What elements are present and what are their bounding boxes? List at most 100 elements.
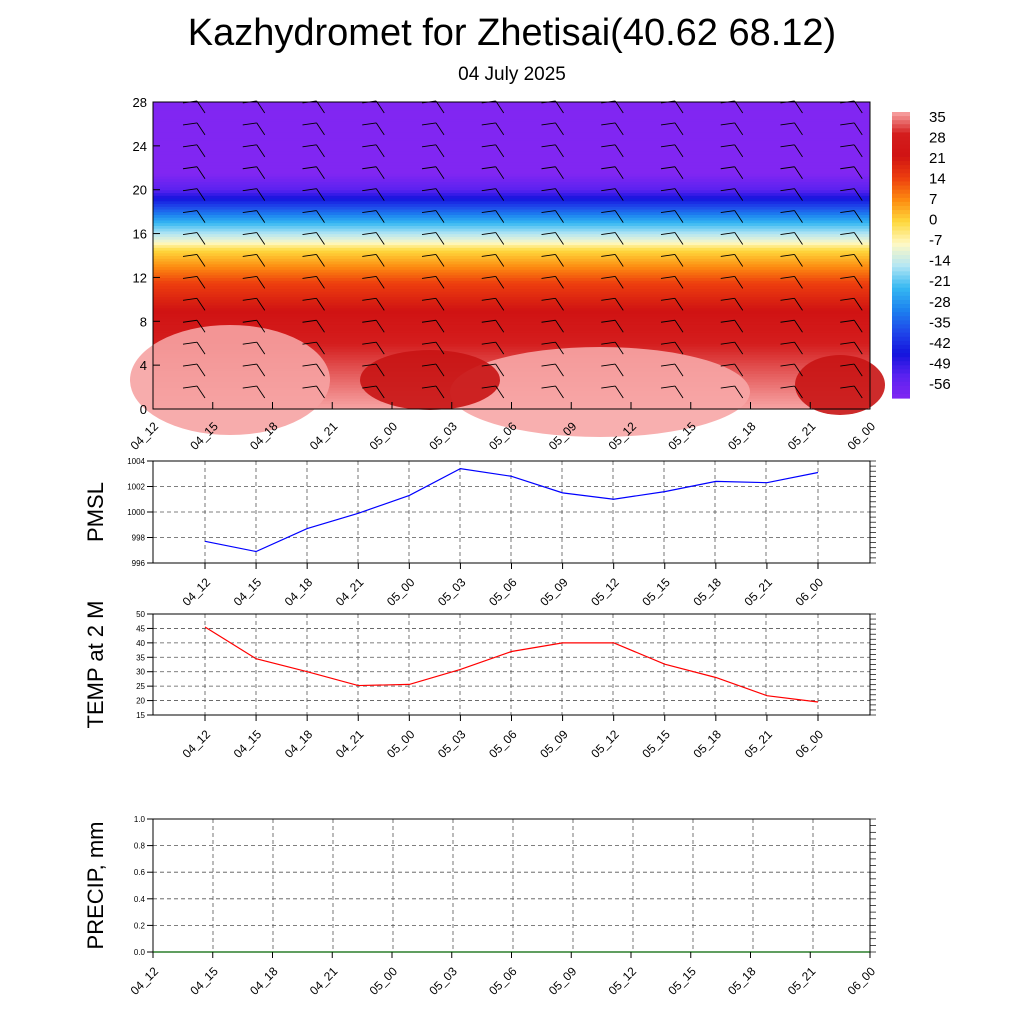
wind-barb-flag <box>481 122 496 126</box>
wind-barb <box>674 188 684 201</box>
wind-barb <box>435 232 445 245</box>
wind-barb-flag <box>780 363 795 367</box>
x-tick-label: 04_15 <box>231 727 265 761</box>
x-tick-label: 05_15 <box>665 964 699 998</box>
wind-barb <box>853 210 863 223</box>
wind-barb-flag <box>840 122 855 126</box>
wind-barb-flag <box>481 385 496 389</box>
x-tick-label: 05_21 <box>742 727 776 761</box>
wind-barb-flag <box>182 363 198 367</box>
wind-barb-flag <box>660 188 676 192</box>
wind-barb-flag <box>182 188 198 192</box>
wind-barb <box>734 232 744 245</box>
shade-band <box>153 241 870 246</box>
shade-band <box>153 162 870 166</box>
wind-barb-flag <box>720 385 735 389</box>
colorbar-segment <box>892 152 910 158</box>
shade-band <box>153 129 870 133</box>
wind-barb <box>555 144 564 158</box>
wind-barb <box>495 188 505 201</box>
y-tick-label: 0.4 <box>134 895 146 904</box>
x-tick-label: 05_09 <box>546 964 580 998</box>
precip-frame <box>152 818 871 953</box>
x-tick-label: 05_15 <box>639 575 673 609</box>
y-tick-label: 24 <box>133 139 147 154</box>
wind-barb <box>316 341 325 355</box>
x-tick-label: 05_00 <box>367 964 401 998</box>
colorbar-segment <box>892 393 910 399</box>
shade-band <box>153 315 870 320</box>
shade-band <box>153 318 870 322</box>
shade-band <box>153 269 870 273</box>
colorbar-label: -14 <box>929 253 951 270</box>
shade-band <box>153 143 870 147</box>
wind-barb <box>853 341 863 355</box>
shade-blob <box>795 355 885 415</box>
shade-band <box>153 326 870 331</box>
wind-barb <box>316 298 325 311</box>
wind-barb <box>435 166 445 179</box>
wind-barb <box>853 254 863 267</box>
wind-barb <box>674 100 684 114</box>
wind-barb-flag <box>421 232 437 235</box>
wind-barb-flag <box>481 144 496 148</box>
y-tick-label: 15 <box>136 711 145 720</box>
wind-barb-flag <box>720 232 735 235</box>
pmsl-line <box>204 468 819 553</box>
wind-barb <box>853 363 863 377</box>
wind-barb <box>794 210 803 223</box>
shade-band <box>153 181 870 185</box>
wind-barb-flag <box>780 188 795 192</box>
wind-barb-flag <box>780 254 795 257</box>
shade-band <box>153 134 870 139</box>
wind-barb-flag <box>182 297 198 301</box>
colorbar-segment <box>892 144 910 150</box>
wind-barb <box>256 298 266 311</box>
wind-barb-flag <box>302 341 317 345</box>
colorbar-segment <box>892 193 910 199</box>
y-tick-label: 0.8 <box>134 842 146 851</box>
shade-band <box>153 266 870 270</box>
colorbar-segment <box>892 381 910 387</box>
chart-subtitle: 04 July 2025 <box>458 64 566 85</box>
wind-barb-flag <box>660 232 676 235</box>
wind-barb-flag <box>242 363 257 367</box>
shade-band <box>153 282 870 287</box>
wind-barb-flag <box>780 210 795 214</box>
y-tick-label: 1.0 <box>134 815 146 824</box>
y-tick-label: 996 <box>132 559 146 568</box>
pmsl-ylabel: PMSL <box>83 482 108 542</box>
wind-barb <box>555 254 564 267</box>
x-tick-label: 05_12 <box>606 964 640 998</box>
wind-barb <box>734 100 744 114</box>
wind-barb-flag <box>601 297 616 301</box>
wind-barb-flag <box>780 232 795 235</box>
wind-barb-flag <box>660 363 676 367</box>
wind-barb <box>734 341 744 355</box>
wind-barb-flag <box>541 188 556 192</box>
wind-barb-flag <box>601 210 616 214</box>
x-tick-label: 04_15 <box>187 964 221 998</box>
colorbar-label: 14 <box>929 171 946 188</box>
wind-barb <box>196 276 206 289</box>
wind-barb <box>256 122 266 136</box>
wind-barb <box>555 232 564 245</box>
shade-band <box>153 176 870 180</box>
wind-barb <box>794 166 803 179</box>
shade-band <box>153 255 870 259</box>
y-tick-label: 20 <box>136 697 145 706</box>
colorbar-segment <box>892 271 910 277</box>
wind-barb <box>316 166 325 179</box>
wind-barb-flag <box>601 166 616 170</box>
shade-band <box>153 324 870 328</box>
x-tick-label: 05_15 <box>639 727 673 761</box>
shade-band <box>153 112 870 117</box>
x-tick-label: 05_03 <box>426 419 460 453</box>
colorbar-label: -35 <box>929 314 951 331</box>
wind-barb-flag <box>780 297 795 301</box>
shade-band <box>153 102 870 106</box>
wind-barb <box>375 341 385 355</box>
colorbar-segment <box>892 189 910 195</box>
x-tick-label: 05_18 <box>690 727 724 761</box>
wind-barb-flag <box>601 275 616 279</box>
